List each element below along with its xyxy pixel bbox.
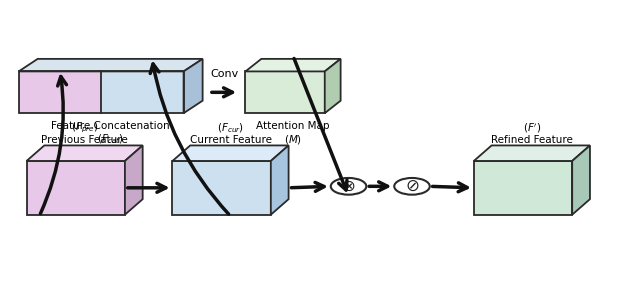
Polygon shape [19,71,101,113]
Text: $\otimes$: $\otimes$ [342,179,355,194]
Text: $(\mathit{F_{cur}})$: $(\mathit{F_{cur}})$ [217,121,244,135]
Text: $(\mathit{M})$: $(\mathit{M})$ [284,133,302,146]
Text: Attention Map: Attention Map [256,121,330,131]
Polygon shape [101,71,184,113]
Text: Feature Concatenation: Feature Concatenation [51,121,170,131]
Polygon shape [173,145,289,161]
Polygon shape [125,145,143,215]
Text: $(\mathit{F_{pre}})$: $(\mathit{F_{pre}})$ [71,121,99,135]
Polygon shape [474,161,572,215]
Polygon shape [184,59,203,113]
Polygon shape [572,145,590,215]
Polygon shape [27,161,125,215]
Text: Conv: Conv [210,69,238,79]
Text: $(\mathit{F_{cat}})$: $(\mathit{F_{cat}})$ [97,133,124,146]
Text: $(\mathit{F'})$: $(\mathit{F'})$ [523,122,541,135]
Circle shape [394,178,429,195]
Text: $\oslash$: $\oslash$ [404,177,419,195]
Polygon shape [474,145,590,161]
Polygon shape [246,59,340,71]
Polygon shape [246,71,324,113]
Text: Current Feature: Current Feature [189,135,271,144]
Polygon shape [19,59,203,71]
Text: Refined Feature: Refined Feature [491,135,573,144]
Polygon shape [173,161,271,215]
Polygon shape [324,59,340,113]
Polygon shape [27,145,143,161]
Circle shape [331,178,366,195]
Polygon shape [271,145,289,215]
Text: Previous Feature: Previous Feature [41,135,128,144]
